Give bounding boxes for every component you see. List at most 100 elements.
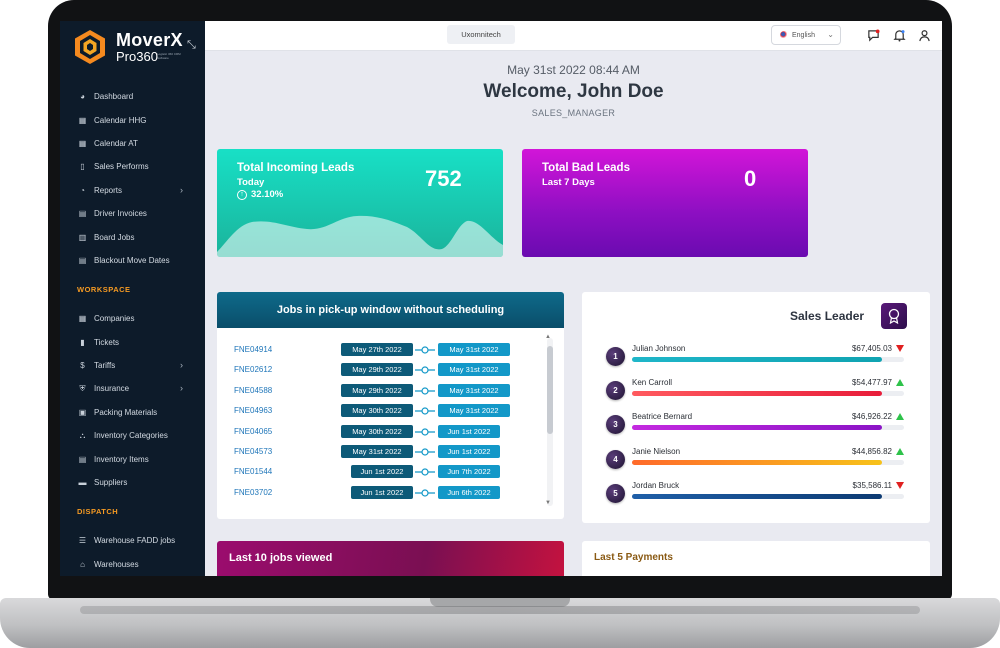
sidebar-item-calendar-at[interactable]: ▦ Calendar AT: [60, 132, 205, 155]
brand-name: MoverX: [116, 30, 183, 50]
job-id-link[interactable]: FNE04914: [234, 345, 273, 354]
job-row: FNE03702 Jun 1st 2022 Jun 6th 2022: [217, 485, 547, 505]
sidebar-item-label: Blackout Move Dates: [94, 255, 170, 265]
sidebar-item-label: Dashboard: [94, 92, 134, 102]
leader-name: Jordan Bruck: [632, 480, 680, 490]
sales-bar-fill: [632, 357, 883, 362]
organization-chip[interactable]: Uxomnitech: [447, 25, 515, 44]
sidebar-item-label: Warehouse FADD jobs: [94, 536, 176, 546]
sales-bar-fill: [632, 391, 883, 397]
pickup-end-date: Jun 1st 2022: [438, 424, 500, 438]
leader-name: Janie Nielson: [632, 446, 681, 456]
scrollbar-thumb[interactable]: [547, 346, 553, 434]
leader-row[interactable]: 1 Julian Johnson $67,405.03: [606, 340, 906, 374]
sidebar-item-suppliers[interactable]: ▬ Suppliers: [60, 471, 205, 494]
brand-logo[interactable]: MoverX Pro360 Logistic 360 CRM Software: [70, 27, 200, 71]
job-row: FNE04573 May 31st 2022 Jun 1st 2022: [217, 444, 547, 464]
sidebar-item-tickets[interactable]: ▮ Tickets: [60, 331, 205, 354]
job-id-link[interactable]: FNE04588: [234, 385, 273, 395]
user-icon[interactable]: [917, 28, 931, 42]
sidebar-item-label: Driver Invoices: [94, 209, 147, 219]
rank-badge: 5: [606, 483, 625, 503]
sidebar-item-packing-materials[interactable]: ▣ Packing Materials: [60, 401, 205, 424]
sidebar-item-dashboard[interactable]: ◕ Dashboard: [60, 85, 205, 108]
trend-down-icon: [896, 481, 904, 489]
sidebar-item-warehouses[interactable]: ⌂ Warehouses: [60, 553, 205, 576]
bad-leads-card[interactable]: Total Bad Leads Last 7 Days 0: [522, 149, 808, 257]
sidebar-item-blackout-move-dates[interactable]: ▤ Blackout Move Dates: [60, 249, 205, 272]
document-icon: ▤: [78, 209, 87, 219]
truck-icon: ▬: [78, 478, 87, 488]
leader-amount: $67,405.03: [851, 344, 892, 353]
leader-row[interactable]: 2 Ken Carroll $54,477.97: [606, 374, 906, 408]
sidebar-item-label: Reports: [94, 185, 123, 195]
shield-icon: ⛨: [79, 383, 86, 393]
sales-bar-fill: [632, 459, 883, 465]
sidebar-item-warehouse-fadd-jobs[interactable]: ☰ Warehouse FADD jobs: [60, 529, 205, 552]
panel-title: Jobs in pick-up window without schedulin…: [217, 292, 564, 328]
sidebar-item-reports[interactable]: ◔ Reports ›: [60, 179, 205, 202]
pickup-start-date: May 30th 2022: [341, 424, 413, 438]
pickup-start-date: May 27th 2022: [341, 343, 413, 356]
brand-sub: Pro360: [116, 49, 158, 64]
sidebar-item-label: Insurance: [94, 384, 130, 394]
panel-title: Sales Leader: [790, 309, 865, 323]
leader-name: Ken Carroll: [632, 378, 673, 388]
pickup-start-date: May 31st 2022: [341, 444, 413, 458]
sidebar-item-label: Calendar AT: [94, 138, 138, 148]
arrow-up-circle-icon: ↑: [237, 189, 247, 200]
chat-icon[interactable]: [866, 28, 880, 42]
connector-icon: [415, 346, 435, 354]
document-icon: ▤: [78, 454, 87, 464]
welcome-datetime: May 31st 2022 08:44 AM: [507, 63, 640, 77]
sidebar-item-inventory-categories[interactable]: ⛬ Inventory Categories: [60, 424, 205, 447]
scrollbar[interactable]: [547, 338, 553, 506]
trend-up-icon: [896, 413, 904, 421]
incoming-leads-card[interactable]: Total Incoming Leads Today ↑ 32.10% 752: [217, 149, 503, 257]
sidebar-item-companies[interactable]: ▦ Companies: [60, 307, 205, 330]
panel-title: Last 5 Payments: [594, 552, 673, 563]
last-jobs-panel[interactable]: Last 10 jobs viewed: [217, 541, 564, 576]
job-id-link[interactable]: FNE04573: [234, 446, 273, 456]
pickup-end-date: Jun 7th 2022: [438, 465, 500, 479]
leader-row[interactable]: 5 Jordan Bruck $35,586.11: [606, 477, 906, 511]
jobs-pickup-panel: Jobs in pick-up window without schedulin…: [217, 292, 564, 519]
job-id-link[interactable]: FNE01544: [234, 467, 273, 477]
sidebar-item-driver-invoices[interactable]: ▤ Driver Invoices: [60, 202, 205, 225]
sidebar-item-label: Warehouses: [94, 559, 139, 569]
sidebar-item-calendar-hhg[interactable]: ▦ Calendar HHG: [60, 108, 205, 131]
last-payments-panel[interactable]: Last 5 Payments: [582, 541, 930, 576]
leader-row[interactable]: 3 Beatrice Bernard $46,926.22: [606, 408, 906, 442]
sidebar-item-label: Companies: [94, 314, 135, 324]
scroll-up-icon[interactable]: ▲: [545, 334, 551, 340]
sidebar-item-board-jobs[interactable]: ▥ Board Jobs: [60, 225, 205, 248]
topbar: Uxomnitech English ⌄: [205, 21, 942, 51]
leader-row[interactable]: 4 Janie Nielson $44,856.82: [606, 443, 906, 477]
connector-icon: [415, 448, 435, 456]
job-id-link[interactable]: FNE04963: [234, 406, 273, 416]
job-id-link[interactable]: FNE04065: [234, 426, 273, 436]
pickup-start-date: May 29th 2022: [341, 363, 413, 377]
job-id-link[interactable]: FNE02612: [234, 365, 273, 375]
sidebar-item-insurance[interactable]: ⛨ Insurance ›: [60, 377, 205, 400]
sales-bar-track: [632, 425, 904, 431]
collapse-icon[interactable]: ⤡: [187, 39, 196, 51]
job-id-link[interactable]: FNE03702: [234, 487, 273, 497]
sidebar-item-tariffs[interactable]: $ Tariffs ›: [60, 354, 205, 377]
kpi-change-value: 32.10%: [251, 189, 284, 200]
trend-up-icon: [896, 447, 904, 455]
sidebar-item-label: Suppliers: [94, 478, 128, 488]
language-select[interactable]: English ⌄: [771, 25, 841, 45]
palette-icon: ◕: [80, 92, 85, 102]
bell-icon[interactable]: [892, 28, 906, 42]
boxes-icon: ▣: [78, 407, 87, 417]
calendar-icon: ▦: [78, 138, 87, 148]
scroll-down-icon[interactable]: ▼: [545, 500, 551, 506]
connector-icon: [415, 427, 435, 436]
sidebar-item-inventory-items[interactable]: ▤ Inventory Items: [60, 447, 205, 470]
sidebar-item-label: Sales Performs: [94, 162, 149, 172]
sales-bar-track: [632, 357, 904, 362]
connector-icon: [415, 489, 435, 497]
welcome-greeting: Welcome, John Doe: [483, 81, 664, 102]
sidebar-item-sales-performs[interactable]: ▯ Sales Performs: [60, 155, 205, 178]
